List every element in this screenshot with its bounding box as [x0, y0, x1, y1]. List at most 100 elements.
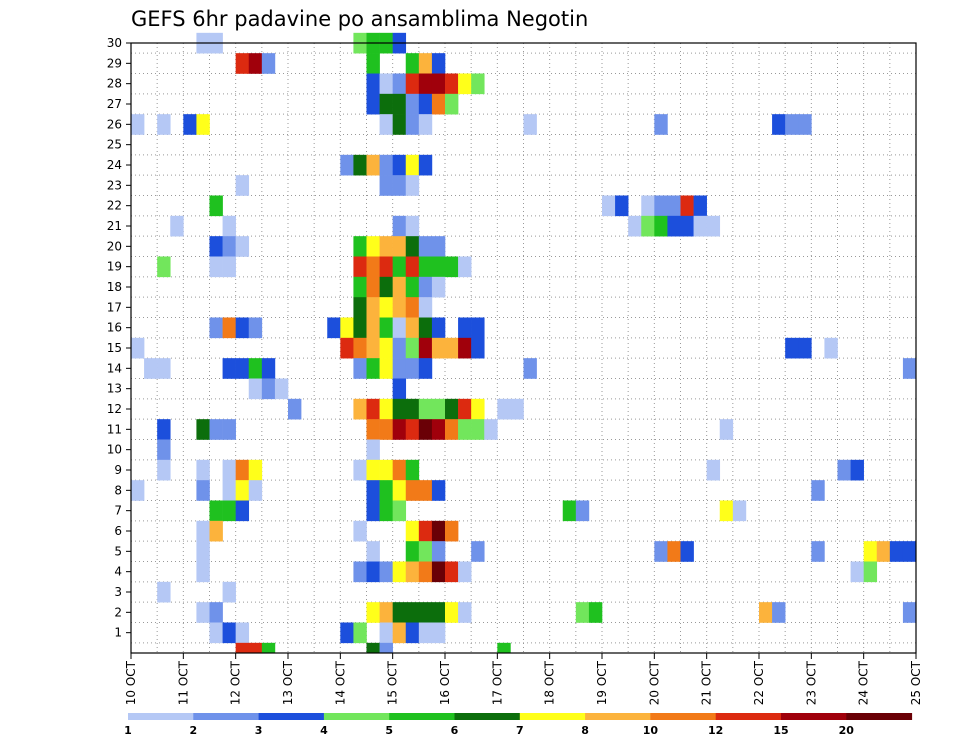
heatmap-cell — [863, 561, 878, 583]
heatmap-cell — [261, 378, 276, 400]
x-tick-label: 23 OCT — [804, 660, 818, 705]
heatmap-cell — [209, 317, 223, 339]
y-tick-label: 18 — [107, 280, 122, 294]
heatmap-cell — [876, 541, 891, 562]
heatmap-cell — [431, 541, 446, 562]
heatmap-cell — [654, 195, 668, 217]
heatmap-cell — [418, 541, 433, 562]
y-tick-label: 2 — [114, 605, 122, 619]
y-tick-label: 23 — [107, 178, 122, 192]
colorbar-swatch — [519, 713, 586, 720]
y-tick-label: 21 — [107, 219, 122, 233]
heatmap-cell — [392, 561, 407, 583]
y-tick-label: 15 — [107, 341, 122, 355]
colorbar-label: 15 — [773, 724, 788, 737]
heatmap-cell — [471, 317, 485, 339]
heatmap-cell — [798, 114, 812, 135]
heatmap-cell — [471, 419, 485, 440]
heatmap-cell — [353, 622, 367, 644]
heatmap-cell — [431, 53, 446, 74]
heatmap-cell — [759, 602, 773, 623]
heatmap-cell — [379, 175, 393, 196]
heatmap-cell — [680, 541, 694, 562]
heatmap-cell — [235, 642, 250, 654]
heatmap-cell — [392, 175, 407, 196]
heatmap-cell — [484, 419, 498, 440]
heatmap-cell — [353, 459, 367, 481]
chart-title: GEFS 6hr padavine po ansamblima Negotin — [131, 7, 588, 31]
heatmap-cell — [418, 480, 433, 501]
heatmap-cell — [405, 459, 420, 481]
heatmap-cell — [405, 419, 420, 440]
heatmap-cell — [654, 541, 668, 562]
colorbar-swatch — [389, 713, 455, 720]
heatmap-cell — [392, 480, 407, 501]
colorbar-label: 6 — [451, 724, 459, 737]
heatmap-cell — [418, 256, 433, 278]
heatmap-cell — [392, 337, 407, 359]
heatmap-cell — [379, 419, 393, 440]
x-tick-label: 21 OCT — [700, 660, 714, 705]
x-tick-label: 10 OCT — [124, 660, 138, 705]
colorbar-label: 7 — [516, 724, 524, 737]
heatmap-cell — [340, 622, 354, 644]
heatmap-cell — [248, 53, 263, 74]
heatmap-cell — [222, 480, 236, 501]
heatmap-cell — [667, 195, 681, 217]
x-tick-label: 18 OCT — [543, 660, 557, 705]
heatmap-cell — [458, 337, 472, 359]
heatmap-cell — [366, 53, 380, 74]
y-tick-label: 4 — [114, 565, 122, 579]
heatmap-cell — [379, 602, 393, 623]
colorbar-swatch — [193, 713, 260, 720]
heatmap-cell — [458, 317, 472, 339]
heatmap-cell — [157, 419, 171, 440]
heatmap-cell — [353, 337, 367, 359]
heatmap-cell — [196, 480, 210, 501]
heatmap-cell — [431, 602, 446, 623]
y-tick-label: 14 — [107, 361, 122, 375]
colorbar-label: 12 — [708, 724, 723, 737]
heatmap-cell — [405, 337, 420, 359]
heatmap-cell — [850, 459, 864, 481]
y-tick-label: 3 — [114, 585, 122, 599]
heatmap-cell — [405, 541, 420, 562]
heatmap-cell — [379, 297, 393, 318]
heatmap-cell — [628, 215, 642, 237]
heatmap-cell — [379, 154, 393, 176]
heatmap-cell — [405, 480, 420, 501]
heatmap-cell — [575, 500, 590, 522]
heatmap-cell — [510, 398, 524, 420]
heatmap-cell — [157, 114, 171, 135]
colorbar-label: 4 — [320, 724, 328, 737]
heatmap-cell — [379, 93, 393, 115]
heatmap-cell — [222, 215, 236, 237]
heatmap-cell — [196, 114, 210, 135]
y-tick-label: 24 — [107, 158, 122, 172]
heatmap-cell — [222, 236, 236, 257]
heatmap-cell — [405, 93, 420, 115]
heatmap-cell — [431, 337, 446, 359]
heatmap-cell — [405, 175, 420, 196]
heatmap-cell — [235, 53, 250, 74]
heatmap-cell — [392, 73, 407, 95]
heatmap-cell — [471, 73, 485, 95]
heatmap-cell — [353, 317, 367, 339]
heatmap-cell — [458, 419, 472, 440]
heatmap-cell — [366, 256, 380, 278]
heatmap-cell — [222, 581, 236, 603]
heatmap-cell — [418, 358, 433, 379]
heatmap-cell — [405, 622, 420, 644]
heatmap-cell — [379, 642, 393, 654]
heatmap-cell — [392, 500, 407, 522]
heatmap-cell — [366, 500, 380, 522]
colorbar-swatch — [258, 713, 325, 720]
heatmap-cell — [392, 419, 407, 440]
heatmap-cell — [785, 337, 799, 359]
heatmap-cell — [196, 602, 210, 623]
y-tick-label: 13 — [107, 382, 122, 396]
heatmap-cell — [248, 378, 263, 400]
heatmap-cell — [588, 602, 603, 623]
heatmap-cell — [418, 602, 433, 623]
heatmap-cell — [837, 459, 851, 481]
